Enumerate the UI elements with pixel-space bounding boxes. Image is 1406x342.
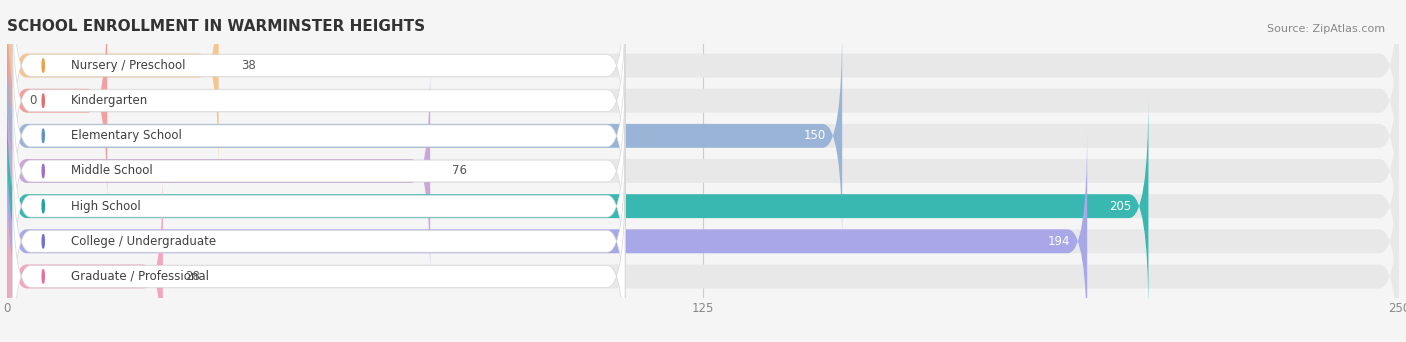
FancyBboxPatch shape bbox=[7, 60, 430, 282]
FancyBboxPatch shape bbox=[7, 25, 1399, 247]
FancyBboxPatch shape bbox=[13, 0, 626, 167]
Text: Graduate / Professional: Graduate / Professional bbox=[72, 270, 209, 283]
Circle shape bbox=[42, 94, 44, 107]
FancyBboxPatch shape bbox=[7, 0, 107, 212]
FancyBboxPatch shape bbox=[7, 95, 1149, 317]
Circle shape bbox=[42, 235, 44, 248]
Text: 76: 76 bbox=[453, 165, 467, 177]
FancyBboxPatch shape bbox=[7, 130, 1399, 342]
Text: 28: 28 bbox=[186, 270, 200, 283]
Text: Kindergarten: Kindergarten bbox=[72, 94, 148, 107]
FancyBboxPatch shape bbox=[7, 0, 218, 176]
Circle shape bbox=[42, 129, 44, 143]
FancyBboxPatch shape bbox=[7, 0, 1399, 176]
Text: SCHOOL ENROLLMENT IN WARMINSTER HEIGHTS: SCHOOL ENROLLMENT IN WARMINSTER HEIGHTS bbox=[7, 18, 425, 34]
Text: 205: 205 bbox=[1109, 200, 1132, 213]
Text: 0: 0 bbox=[30, 94, 37, 107]
FancyBboxPatch shape bbox=[13, 69, 626, 273]
Circle shape bbox=[42, 59, 44, 72]
Text: 194: 194 bbox=[1047, 235, 1070, 248]
Circle shape bbox=[42, 199, 44, 213]
FancyBboxPatch shape bbox=[7, 130, 1087, 342]
FancyBboxPatch shape bbox=[7, 166, 163, 342]
FancyBboxPatch shape bbox=[7, 60, 1399, 282]
FancyBboxPatch shape bbox=[7, 0, 1399, 212]
Text: Elementary School: Elementary School bbox=[72, 129, 181, 142]
Circle shape bbox=[42, 164, 44, 178]
Text: High School: High School bbox=[72, 200, 141, 213]
Circle shape bbox=[42, 270, 44, 283]
Text: Middle School: Middle School bbox=[72, 165, 153, 177]
FancyBboxPatch shape bbox=[13, 34, 626, 237]
Text: College / Undergraduate: College / Undergraduate bbox=[72, 235, 217, 248]
Text: Nursery / Preschool: Nursery / Preschool bbox=[72, 59, 186, 72]
FancyBboxPatch shape bbox=[13, 105, 626, 308]
FancyBboxPatch shape bbox=[13, 0, 626, 202]
FancyBboxPatch shape bbox=[13, 140, 626, 342]
FancyBboxPatch shape bbox=[7, 25, 842, 247]
FancyBboxPatch shape bbox=[7, 95, 1399, 317]
Text: 150: 150 bbox=[803, 129, 825, 142]
FancyBboxPatch shape bbox=[13, 175, 626, 342]
Text: 38: 38 bbox=[240, 59, 256, 72]
Text: Source: ZipAtlas.com: Source: ZipAtlas.com bbox=[1267, 24, 1385, 34]
FancyBboxPatch shape bbox=[7, 166, 1399, 342]
